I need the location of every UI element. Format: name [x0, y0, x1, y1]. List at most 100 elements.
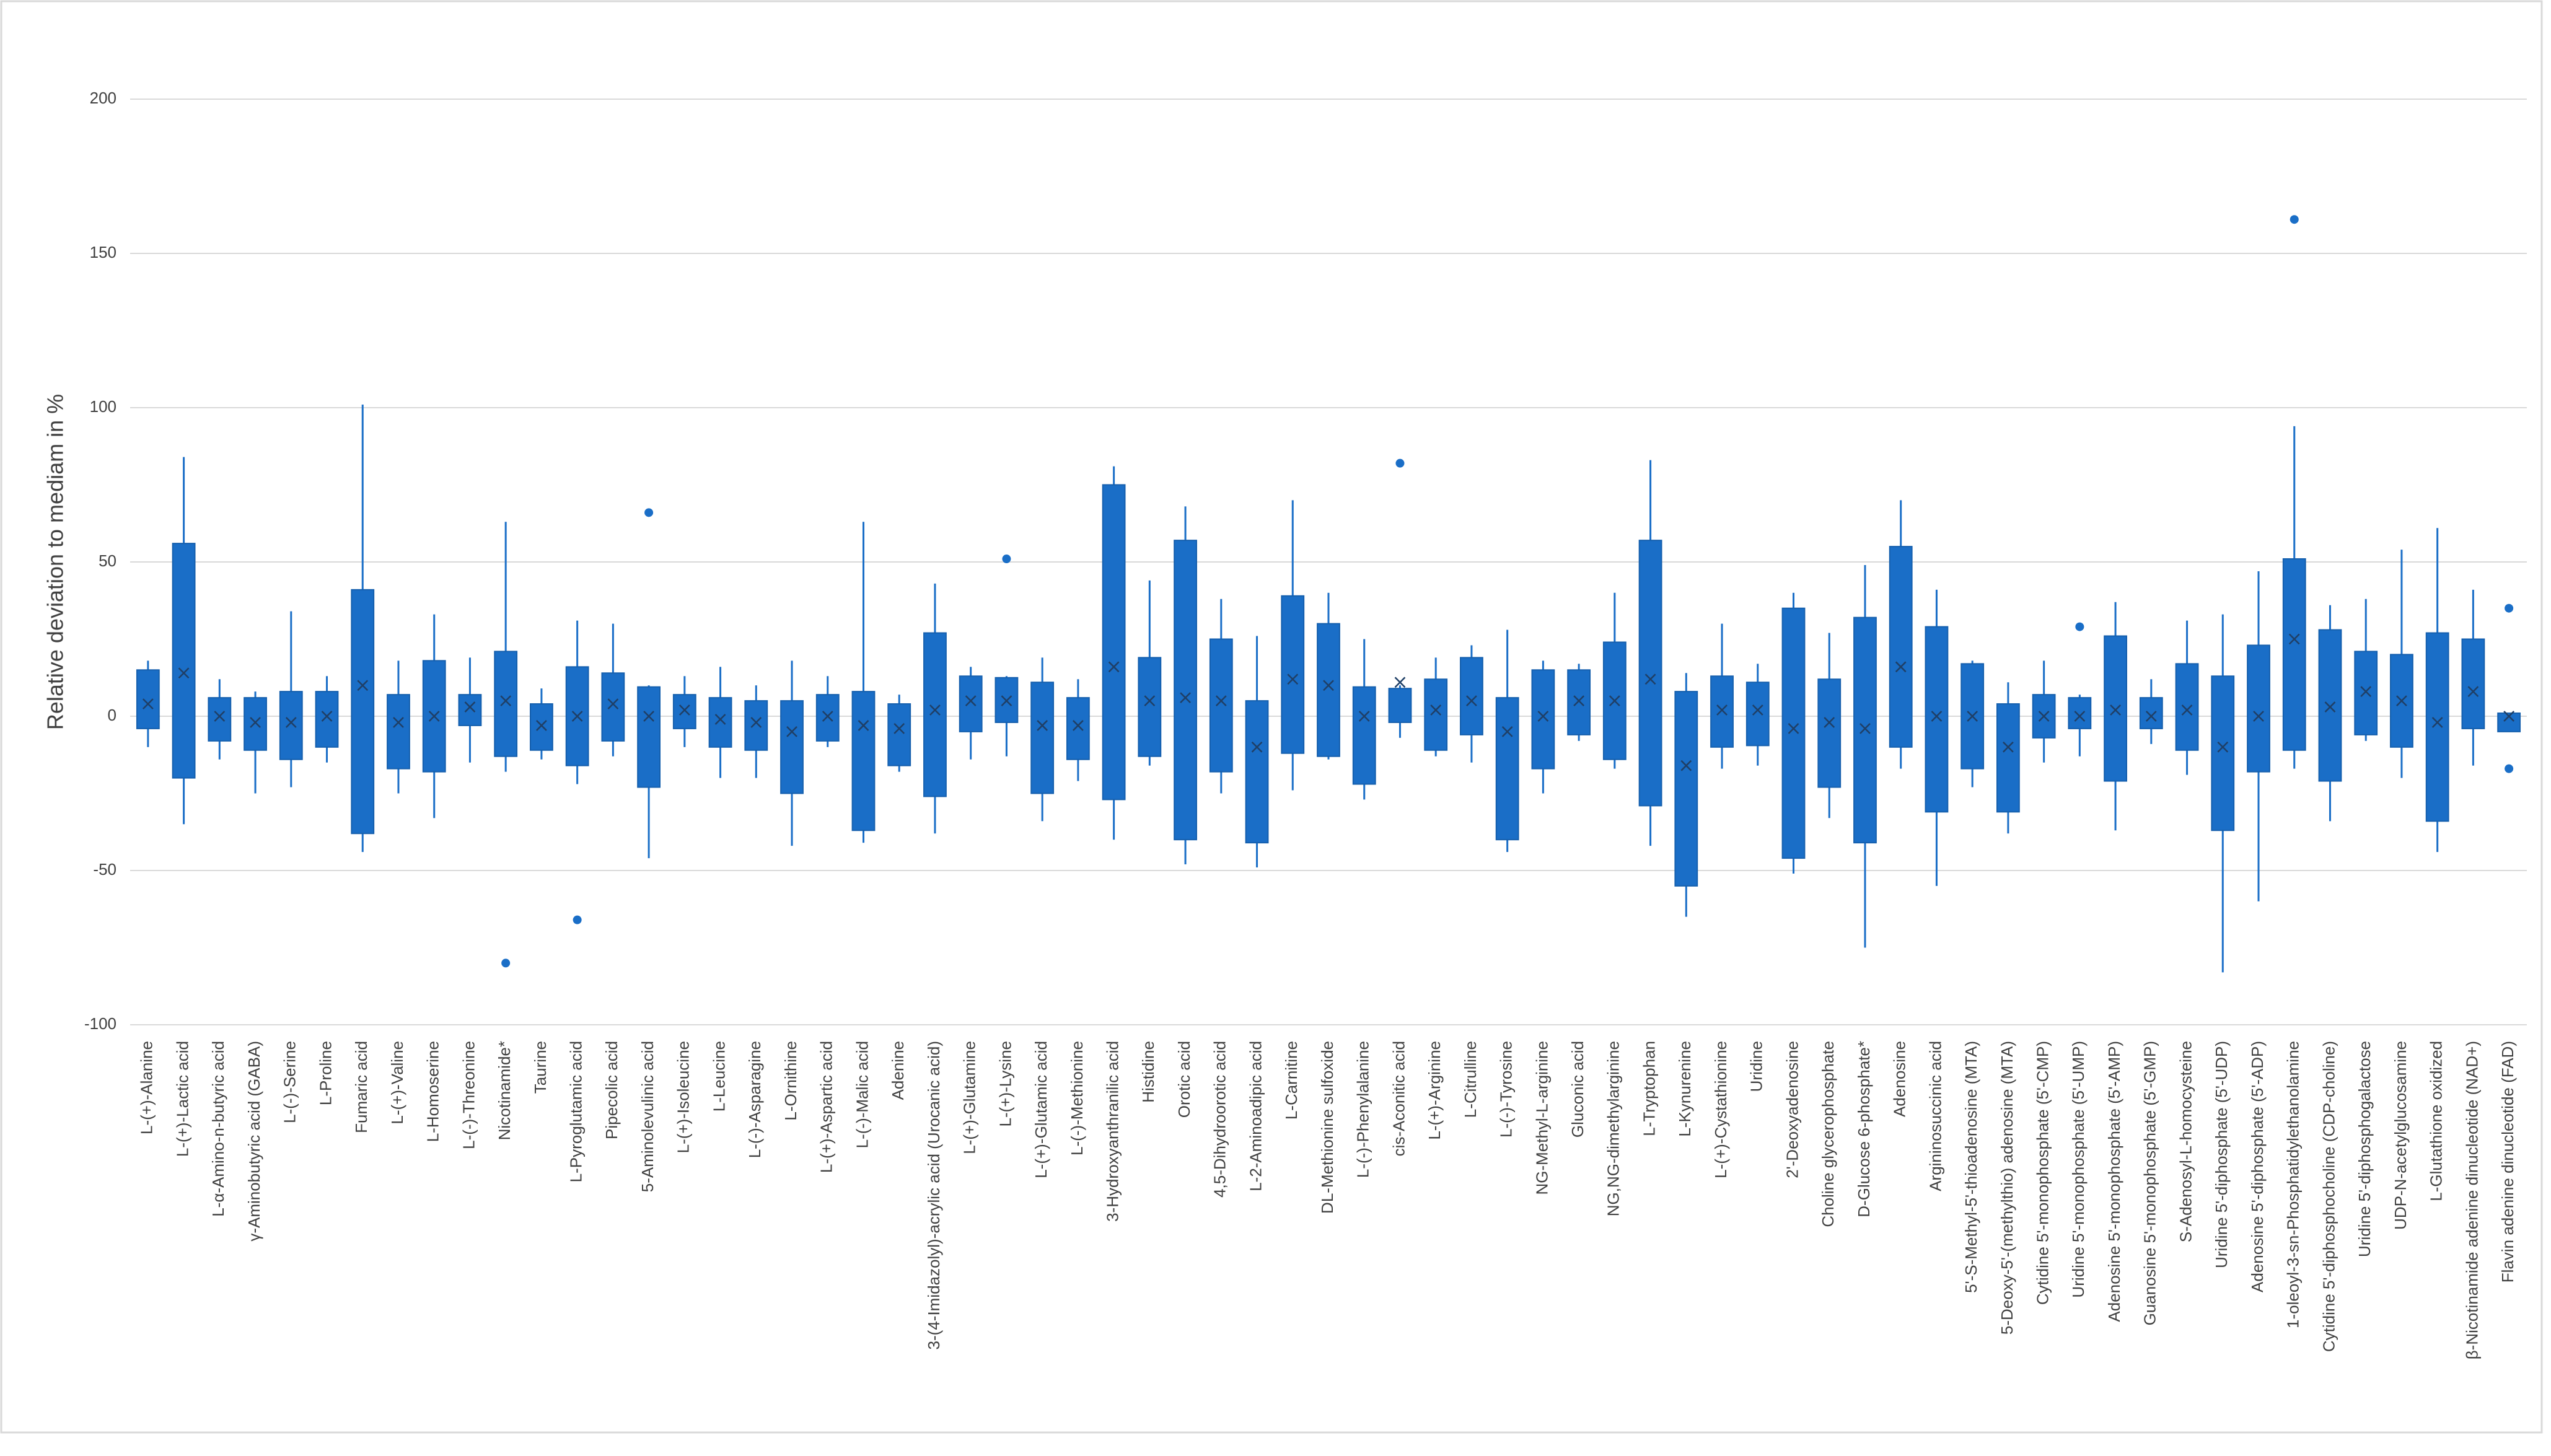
box [1817, 678, 1842, 788]
mean-marker [2288, 633, 2300, 645]
x-tick-label: γ-Aminobutyric acid (GABA) [245, 1041, 263, 1242]
mean-marker [2181, 704, 2193, 716]
x-tick-label: Cytidine 5'-monophosphate (5'-CMP) [2034, 1041, 2052, 1305]
box [1745, 682, 1770, 747]
box [172, 543, 196, 779]
x-tick-label: 5-Aminolevulinic acid [638, 1041, 657, 1192]
x-tick-label: Choline glycerophosphate [1819, 1041, 1837, 1227]
x-tick-label: L-(+)-Arginine [1425, 1041, 1444, 1140]
box [2318, 629, 2342, 782]
y-tick-label: 150 [90, 243, 116, 261]
x-tick-label: UDP-N-acetylglucosamine [2391, 1041, 2410, 1230]
outlier [2290, 215, 2299, 224]
mean-marker [2396, 695, 2407, 706]
mean-marker [1144, 695, 1156, 706]
box [744, 700, 768, 751]
mean-marker [500, 695, 512, 706]
box [2425, 632, 2449, 822]
mean-marker [178, 667, 190, 679]
mean-marker [2145, 711, 2157, 722]
box [1102, 484, 1126, 800]
outlier [573, 915, 582, 924]
mean-marker [214, 711, 226, 722]
x-tick-label: D-Glucose 6-phosphate* [1855, 1041, 1873, 1217]
mean-marker [1537, 711, 1549, 722]
x-tick-label: Guanosine 5'-monophosphate (5'-GMP) [2141, 1041, 2159, 1325]
x-tick-label: 3-Hydroxyanthranilic acid [1103, 1041, 1122, 1222]
x-tick-label: L-(-)-Threonine [459, 1041, 478, 1149]
box [387, 694, 410, 770]
x-tick-label: L-Citrulline [1461, 1041, 1480, 1118]
box [601, 672, 625, 742]
mean-marker [678, 704, 690, 716]
box [780, 700, 804, 794]
box [2461, 638, 2485, 729]
box [458, 694, 482, 726]
x-tick-label: 4,5-Dihydroorotic acid [1211, 1041, 1229, 1198]
mean-marker [285, 717, 297, 728]
x-tick-label: L-(+)-Aspartic acid [817, 1041, 836, 1173]
x-tick-label: 5-Deoxy-5'-(methylthio) adenosine (MTA) [1998, 1041, 2016, 1335]
mean-marker [1108, 661, 1120, 673]
x-tick-label: Flavin adenine dinucleotide (FAD) [2498, 1041, 2517, 1283]
x-tick-label: L-(+)-Lactic acid [173, 1041, 191, 1157]
x-tick-label: L-(-)-Phenylalanine [1354, 1041, 1372, 1178]
mean-marker [858, 720, 869, 731]
mean-marker [1323, 680, 1334, 691]
mean-marker [357, 680, 369, 691]
box [1853, 616, 1877, 844]
box [1889, 546, 1913, 748]
outlier [644, 508, 654, 517]
box [1495, 697, 1519, 841]
box [672, 694, 696, 729]
box [708, 697, 732, 748]
x-tick-label: β-Nicotinamide adenine dinucleotide (NAD… [2462, 1041, 2481, 1359]
x-tick-label: L-Carnitine [1282, 1041, 1301, 1120]
x-tick-label: NG,NG-dimethylarginine [1604, 1041, 1623, 1216]
x-tick-label: L-Kynurenine [1675, 1041, 1694, 1137]
mean-marker [1001, 695, 1012, 706]
mean-marker [571, 711, 583, 722]
box [2139, 697, 2163, 729]
mean-marker [1180, 692, 1191, 704]
box [1030, 682, 1055, 794]
x-tick-label: Adenosine 5'-diphosphate (5'-ADP) [2248, 1041, 2267, 1292]
mean-marker [1251, 741, 1263, 753]
mean-marker [2360, 686, 2372, 698]
box [1209, 638, 1233, 773]
mean-marker [1931, 711, 1943, 722]
box [315, 691, 339, 748]
mean-marker [750, 717, 762, 728]
x-tick-label: Histidine [1139, 1041, 1157, 1103]
mean-marker [1037, 720, 1048, 731]
x-tick-label: Orotic acid [1175, 1041, 1193, 1118]
mean-marker [2110, 704, 2121, 716]
box [2354, 651, 2378, 735]
box [637, 686, 661, 788]
box [530, 703, 553, 751]
box [851, 691, 876, 831]
box [1066, 697, 1090, 760]
box [279, 691, 303, 760]
x-tick-label: L-(+)-Cystathionine [1711, 1041, 1730, 1178]
box [1925, 626, 1949, 813]
mean-marker [1573, 695, 1585, 706]
box [1281, 595, 1305, 754]
x-tick-label: S-Adenosyl-L-homocysteine [2176, 1041, 2195, 1242]
x-tick-label: L-(+)-Alanine [138, 1041, 156, 1134]
box [1674, 691, 1698, 887]
x-tick-label: Argininosuccinic acid [1926, 1041, 1944, 1191]
mean-marker [2324, 701, 2336, 713]
x-tick-label: NG-Methyl-L-arginine [1532, 1041, 1551, 1195]
mean-marker [929, 704, 941, 716]
y-tick-label: 200 [90, 89, 116, 107]
mean-marker [1680, 760, 1692, 771]
x-tick-label: 5'-S-Methyl-5'-thioadenosine (MTA) [1962, 1041, 1980, 1293]
x-tick-label: L-(+)-Glutamic acid [1032, 1041, 1050, 1178]
box [2211, 675, 2235, 831]
mean-marker [1430, 704, 1442, 716]
outlier [2505, 603, 2514, 613]
x-tick-label: L-(-)-Asparagine [745, 1041, 764, 1158]
